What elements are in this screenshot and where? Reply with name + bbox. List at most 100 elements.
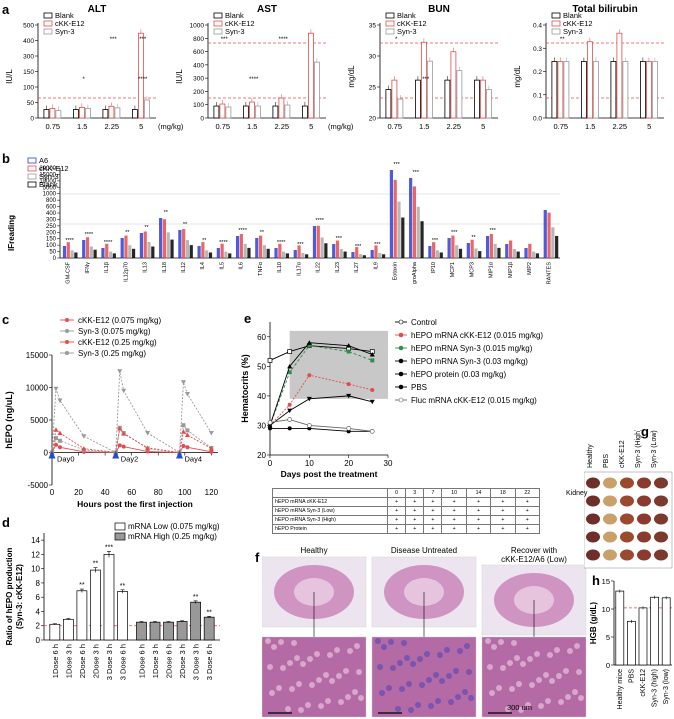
x-tick-label: IL5 (219, 262, 225, 270)
data-point (145, 445, 151, 450)
bar (49, 108, 56, 119)
legend-label: Syn-3 (0.075 mg/kg) (78, 327, 151, 336)
bar (284, 104, 291, 119)
table-cell: + (465, 506, 492, 516)
legend-label: cKK-E12 (0.25 mg/kg) (78, 338, 157, 347)
table-cell: + (465, 524, 492, 534)
bar (640, 61, 646, 119)
y-tick-label: 200 (46, 230, 57, 236)
x-tick-label: MIP2 (527, 262, 533, 275)
table-cell: + (514, 497, 541, 507)
bar (397, 201, 401, 258)
tissue-texture (377, 664, 383, 670)
bar (62, 246, 67, 258)
bar (420, 221, 424, 258)
x-tick-label: IL17α (296, 261, 302, 276)
bar (197, 246, 201, 258)
legend-label: hEPO mRNA Syn-3 (0.03 mg/kg) (411, 357, 528, 366)
bar (557, 61, 564, 119)
bar (485, 89, 492, 119)
tissue-texture (390, 665, 396, 671)
tissue-texture (298, 707, 304, 713)
data-point (81, 434, 87, 439)
bar (73, 109, 79, 119)
y-tick-label: 4 (36, 607, 41, 616)
table-cell: + (514, 506, 541, 516)
x-tick-label: 10 (305, 459, 314, 468)
data-point (370, 358, 375, 363)
panel-letter-h: h (592, 573, 600, 588)
tissue-texture (514, 655, 520, 661)
bar (439, 252, 443, 258)
y-tick-label: 800 (193, 36, 204, 43)
tissue-texture (309, 682, 315, 688)
tissue-texture (316, 677, 322, 683)
bar (412, 186, 417, 258)
bar (274, 248, 278, 258)
bar (551, 61, 558, 119)
data-point (145, 431, 151, 436)
bar (66, 242, 70, 258)
y-tick-label: 10000 (39, 179, 56, 185)
y-tick-label: 800 (46, 198, 57, 204)
significance-stars: *** (451, 230, 458, 236)
x-tick-label: IL9 (373, 262, 379, 270)
tissue-texture (379, 690, 385, 696)
panel-b-cytokine-chart: A6cKK-E12Syn-3BlankIFreading050100150200… (7, 156, 560, 284)
data-point (57, 445, 62, 450)
bar (307, 32, 314, 119)
bar (524, 248, 528, 258)
significance-stars: *** (489, 228, 496, 234)
y-tick-label: 300 (23, 54, 34, 61)
bar (137, 32, 144, 119)
tissue-texture (437, 652, 443, 658)
table-cell: + (405, 524, 425, 534)
significance-stars: *** (355, 244, 362, 250)
column-label: Healthy (587, 444, 594, 468)
x-tick-label: IL22 (316, 262, 322, 273)
bar (205, 250, 209, 258)
table-day: 18 (490, 488, 516, 498)
tissue-texture (527, 656, 533, 662)
tissue-texture (296, 681, 302, 687)
data-point (306, 396, 312, 402)
bar (305, 254, 309, 258)
panel-d-ratio-bar-chart: Ratio of hEPO production (Syn-3: cKK-E12)… (5, 522, 220, 680)
kidney-sample (637, 513, 651, 525)
column-label: cKK-E12 (619, 440, 626, 468)
x-tick-label: 3 Dose 3 h (105, 644, 114, 680)
legend-label: Blank (55, 11, 74, 20)
significance-stars: **** (279, 37, 289, 43)
x-tick-label: TNFα (258, 261, 264, 276)
y-tick-label: 50 (49, 250, 56, 256)
bar (120, 238, 124, 258)
bar (117, 591, 128, 641)
kidney-sample (620, 477, 634, 489)
legend-swatch (27, 173, 37, 180)
y-axis-label: IU/L (5, 69, 14, 84)
x-tick-label: 0.75 (553, 122, 568, 131)
significance-stars: *** (432, 238, 439, 244)
kidney-sample (603, 477, 617, 489)
data-point (185, 445, 190, 450)
bar (136, 621, 147, 641)
significance-stars: *** (393, 162, 400, 168)
kidney-sample (654, 513, 668, 525)
bar (247, 247, 251, 258)
tissue-texture (358, 695, 364, 701)
kidney-sample (620, 495, 634, 507)
tissue-texture (300, 661, 306, 667)
tissue-texture (345, 694, 351, 700)
bar (455, 245, 459, 258)
legend-marker (65, 318, 69, 322)
y-tick-label: 10 (31, 565, 40, 574)
x-tick-label: 100 (178, 488, 192, 497)
x-tick-label: 3 Dose 6 h (119, 644, 128, 680)
tissue-texture (352, 689, 358, 695)
table-day: 14 (465, 488, 492, 498)
data-point (287, 417, 293, 422)
tissue-texture (388, 639, 394, 645)
series-line (51, 371, 212, 454)
data-point (181, 444, 186, 448)
x-tick-label: 5 (139, 122, 143, 131)
